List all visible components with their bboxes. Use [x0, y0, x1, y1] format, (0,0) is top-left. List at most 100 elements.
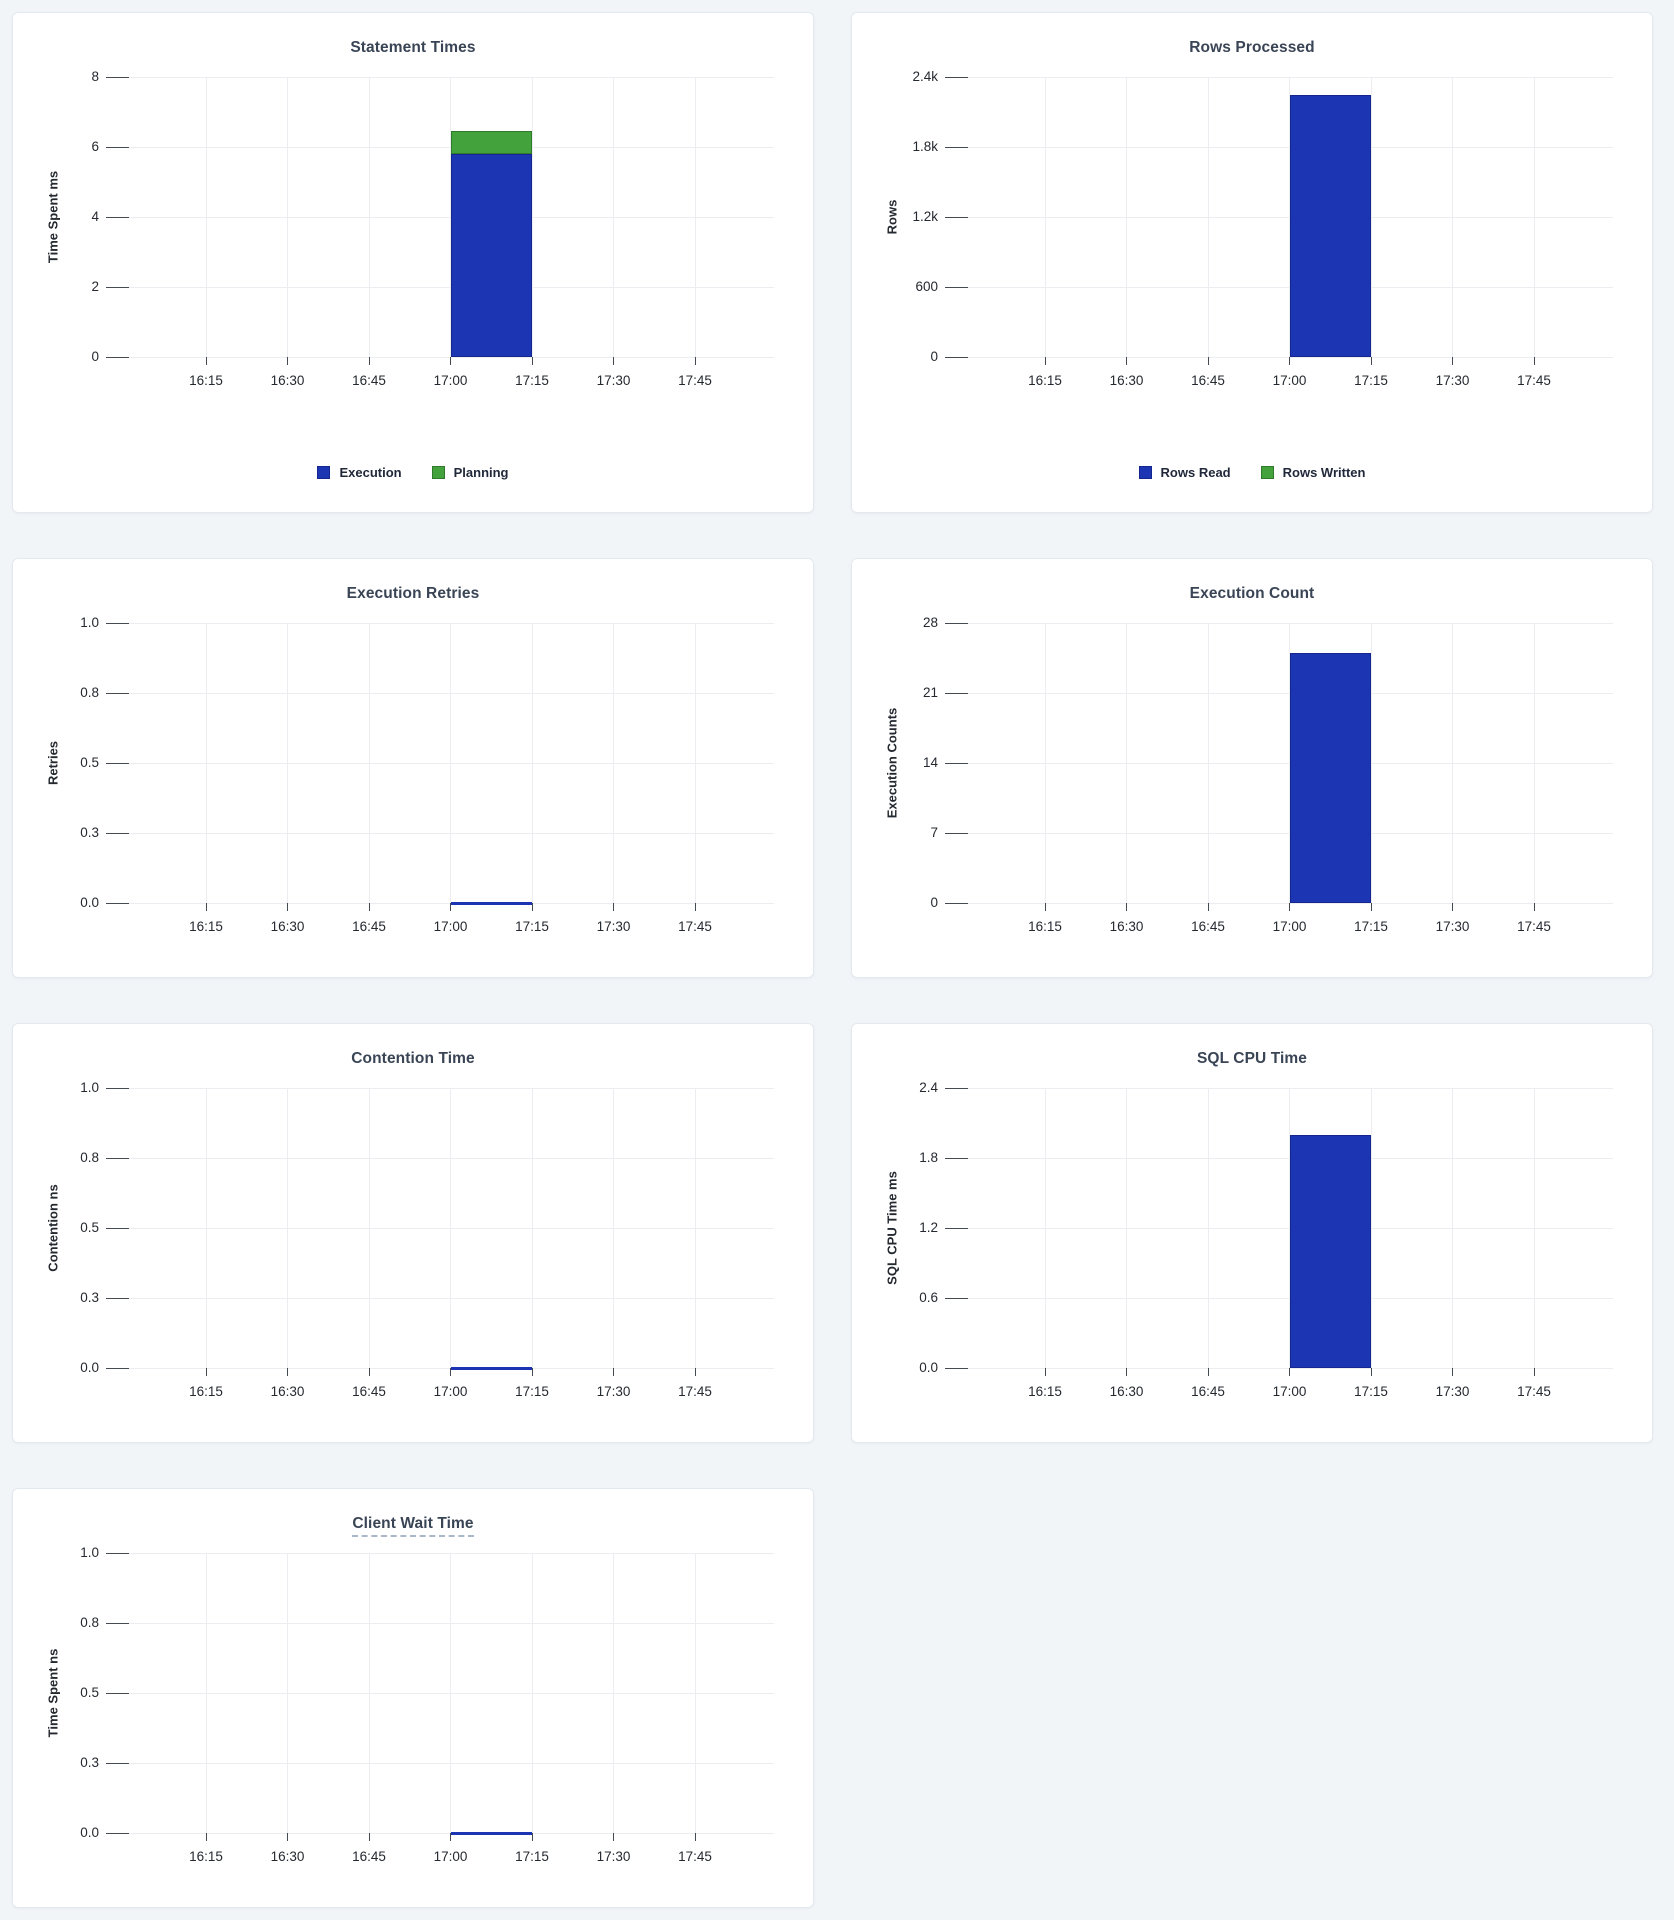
x-tick-mark — [1370, 357, 1372, 365]
gridline-vertical — [613, 623, 614, 903]
x-tick-mark — [450, 1833, 451, 1841]
y-tick-mark — [945, 1367, 968, 1369]
gridline-horizontal — [129, 622, 774, 624]
gridline-vertical — [205, 623, 207, 903]
x-tick-label: 17:00 — [1272, 1384, 1307, 1399]
legend-label: Execution — [339, 464, 402, 480]
gridline-vertical — [1452, 1088, 1453, 1368]
x-tick-mark — [531, 1368, 533, 1376]
x-tick-mark — [613, 357, 614, 365]
x-tick-mark — [205, 1833, 207, 1841]
y-tick-mark — [945, 1297, 968, 1299]
gridline-horizontal — [129, 1087, 774, 1089]
x-tick-mark — [1044, 357, 1046, 365]
x-tick-mark — [368, 1368, 370, 1376]
x-tick-mark — [287, 357, 288, 365]
x-tick-mark — [613, 903, 614, 911]
gridline-vertical — [531, 623, 533, 903]
x-tick-mark — [1533, 357, 1535, 365]
y-tick-label: 28 — [922, 615, 938, 630]
gridline-vertical — [205, 77, 207, 357]
gridline-vertical — [450, 623, 451, 903]
gridline-vertical — [1207, 77, 1209, 357]
gridline-vertical — [1126, 1088, 1127, 1368]
gridline-vertical — [368, 1088, 370, 1368]
gridline-vertical — [368, 623, 370, 903]
y-tick-mark — [106, 76, 129, 78]
plot-area — [129, 622, 774, 905]
gridline-horizontal — [968, 1087, 1613, 1089]
gridline-vertical — [694, 623, 696, 903]
x-tick-label: 17:00 — [433, 373, 468, 388]
x-tick-label: 17:30 — [596, 919, 631, 934]
x-tick-mark — [613, 1833, 614, 1841]
chart-title-sql-cpu-time: SQL CPU Time — [1196, 1050, 1308, 1067]
x-tick-mark — [287, 1833, 288, 1841]
y-tick-label: 0.0 — [919, 1360, 938, 1375]
y-tick-mark — [106, 762, 129, 764]
gridline-horizontal — [129, 1622, 774, 1624]
gridline-vertical — [1126, 77, 1127, 357]
x-tick-mark — [694, 903, 696, 911]
x-tick-mark — [531, 1833, 533, 1841]
x-tick-mark — [1452, 903, 1453, 911]
y-tick-mark — [945, 902, 968, 904]
x-tick-label: 16:45 — [352, 373, 386, 388]
chart-title-row: Client Wait Time — [13, 1515, 813, 1537]
chart-card-rows-processed: Rows Processed Rows 0 600 1.2k 1.8k 2.4k 16:15 1… — [851, 12, 1653, 513]
x-tick-label: 17:30 — [1435, 919, 1470, 934]
gridline-vertical — [450, 1553, 451, 1833]
gridline-horizontal — [129, 762, 774, 764]
chart-title-client-wait-time[interactable]: Client Wait Time — [352, 1515, 474, 1537]
x-tick-label: 17:45 — [678, 919, 712, 934]
y-tick-label: 0.5 — [80, 1685, 99, 1700]
chart-title-execution-count: Execution Count — [1189, 585, 1315, 602]
legend-label: Planning — [453, 464, 509, 480]
x-tick-label: 17:15 — [515, 373, 549, 388]
x-tick-label: 16:30 — [270, 1384, 305, 1399]
legend-label: Rows Read — [1160, 464, 1231, 480]
plot-area — [968, 622, 1613, 904]
y-tick-mark — [945, 286, 968, 288]
x-tick-label: 17:45 — [1517, 373, 1551, 388]
legend-item-rows-written: Rows Written — [1260, 465, 1365, 480]
gridline-vertical — [368, 1553, 370, 1833]
gridline-vertical — [1452, 623, 1453, 903]
gridline-horizontal — [129, 692, 774, 694]
gridline-vertical — [368, 77, 370, 357]
x-tick-label: 16:45 — [352, 1384, 386, 1399]
chart-card-execution-count: Execution Count Execution Counts 0 7 14 21 28 1… — [851, 558, 1653, 978]
x-tick-label: 17:15 — [515, 1384, 549, 1399]
y-tick-label: 0.8 — [80, 1150, 99, 1165]
x-tick-mark — [368, 1833, 370, 1841]
gridline-vertical — [613, 1088, 614, 1368]
gridline-horizontal — [129, 1297, 774, 1299]
bar-execution-count — [1289, 653, 1371, 903]
chart-title-execution-retries: Execution Retries — [346, 585, 480, 602]
y-tick-label: 0 — [930, 895, 938, 910]
y-tick-mark — [106, 146, 129, 148]
x-tick-label: 16:30 — [1109, 919, 1144, 934]
gridline-vertical — [205, 1553, 207, 1833]
y-tick-label: 1.2k — [912, 209, 938, 224]
gridline-vertical — [205, 1088, 207, 1368]
y-tick-label: 1.0 — [80, 615, 99, 630]
legend-item-rows-read: Rows Read — [1138, 464, 1231, 480]
chart-card-client-wait-time: Client Wait Time Time Spent ns 0.0 0.3 0.5 0.… — [12, 1488, 814, 1908]
chart-title-row: Rows Processed — [852, 39, 1652, 57]
x-tick-mark — [450, 903, 451, 911]
y-tick-mark — [106, 1692, 129, 1694]
x-tick-mark — [1289, 903, 1290, 911]
gridline-vertical — [1044, 1088, 1046, 1368]
x-tick-mark — [205, 357, 207, 365]
gridline-vertical — [1370, 1088, 1372, 1368]
x-tick-mark — [531, 357, 533, 365]
x-tick-label: 17:30 — [596, 373, 631, 388]
x-tick-label: 17:00 — [433, 1384, 468, 1399]
bar-execution — [450, 154, 532, 357]
gridline-vertical — [694, 1088, 696, 1368]
x-tick-label: 16:15 — [1028, 919, 1062, 934]
y-tick-mark — [106, 356, 129, 358]
legend-item-execution: Execution — [317, 464, 402, 480]
x-tick-mark — [287, 903, 288, 911]
